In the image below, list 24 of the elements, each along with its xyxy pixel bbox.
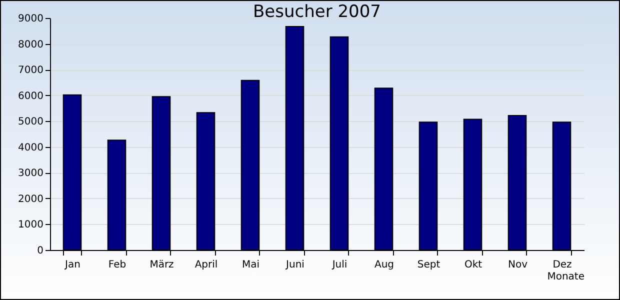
y-tick-label: 5000 — [18, 116, 44, 128]
x-tick-label: Okt — [464, 260, 482, 270]
y-tick-label: 6000 — [18, 90, 44, 102]
y-tick-label: 3000 — [18, 168, 44, 180]
y-tick-label: 7000 — [18, 65, 44, 76]
x-tick-label: Sept — [417, 260, 440, 270]
y-tick-label: 2000 — [18, 194, 44, 205]
y-tick-label: 8000 — [18, 39, 44, 50]
x-tick-label: Dez — [552, 260, 572, 270]
y-tick-label: 4000 — [18, 142, 44, 154]
chart-title: Besucher 2007 — [253, 2, 381, 22]
x-tick-label: Aug — [374, 260, 394, 270]
x-tick-label: Juli — [331, 260, 348, 270]
y-tick-label: 9000 — [18, 14, 44, 24]
x-tick-label: Juni — [285, 260, 304, 270]
x-tick-label: April — [194, 260, 218, 270]
x-tick-label: Feb — [108, 260, 126, 270]
y-tick-label: 0 — [37, 246, 44, 256]
x-tick-label: Mai — [242, 260, 260, 270]
x-tick-label: Jan — [64, 260, 80, 270]
x-tick-label: Nov — [508, 260, 528, 270]
x-tick-label: März — [150, 260, 174, 270]
y-tick-label: 1000 — [18, 220, 44, 231]
x-axis-title: Monate — [547, 272, 584, 282]
